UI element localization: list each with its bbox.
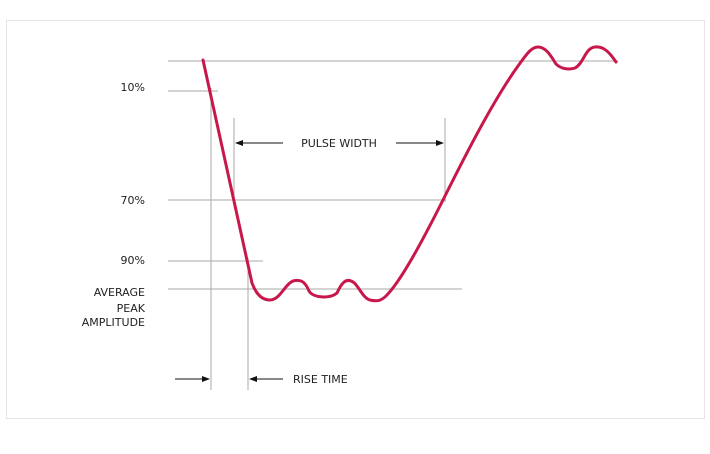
pulse-width-label: PULSE WIDTH xyxy=(301,137,377,150)
level-10-label: 10% xyxy=(121,81,145,94)
level-70-label: 70% xyxy=(121,194,145,207)
rise-time-label: RISE TIME xyxy=(293,373,348,386)
diagram-frame xyxy=(6,20,705,419)
average-peak-label-line2: PEAK xyxy=(117,302,146,315)
average-peak-label-line3: AMPLITUDE xyxy=(82,316,145,329)
pulse-waveform xyxy=(201,45,618,303)
average-peak-label-line1: AVERAGE xyxy=(94,286,145,299)
level-90-label: 90% xyxy=(121,254,145,267)
